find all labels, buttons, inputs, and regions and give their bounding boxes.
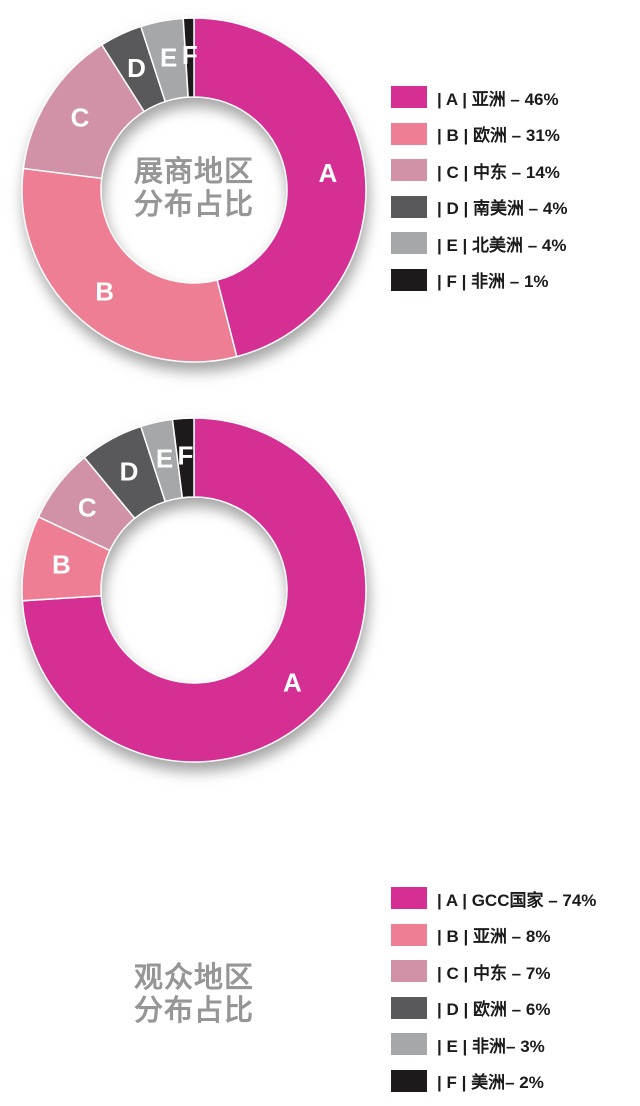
- legend-item-c: | C | 中东 – 7%: [391, 960, 631, 983]
- slice-label-e: E: [156, 443, 173, 473]
- legend-swatch-b: [391, 122, 427, 145]
- legend-label-c: | C | 中东 – 7%: [437, 963, 551, 983]
- legend-label-f: | F | 美洲– 2%: [437, 1073, 544, 1092]
- legend-item-a: | A | 亚洲 – 46%: [391, 86, 631, 109]
- legend-item-c: | C | 中东 – 14%: [391, 159, 631, 182]
- legend-swatch-b: [391, 923, 427, 946]
- slice-label-c: C: [71, 103, 90, 133]
- legend-item-d: | D | 南美洲 – 4%: [391, 195, 631, 218]
- slice-label-f: F: [182, 40, 198, 70]
- legend-swatch-a: [391, 86, 427, 108]
- slice-label-a: A: [319, 158, 338, 188]
- legend-item-d: | D | 欧洲 – 6%: [391, 996, 631, 1019]
- legend-label-a: | A | GCC国家 – 74%: [437, 890, 597, 910]
- legend-label-d: | D | 南美洲 – 4%: [437, 199, 568, 218]
- legend-item-e: | E | 非洲– 3%: [391, 1033, 631, 1056]
- exhibitor-legend: | A | 亚洲 – 46% | B | 欧洲 – 31% | C | 中东 – 1…: [391, 86, 631, 305]
- legend-swatch-d: [391, 195, 427, 218]
- visitor-legend: | A | GCC国家 – 74% | B | 亚洲 – 8% | C | 中东 –…: [391, 887, 631, 1106]
- legend-swatch-e: [391, 1033, 427, 1055]
- donut-slice-f: [182, 17, 195, 98]
- slice-label-f: F: [178, 440, 194, 470]
- slice-label-b: B: [52, 550, 71, 580]
- donut-slice-a: [21, 417, 367, 763]
- visitor-chart-title: 观众地区 分布占比: [14, 962, 374, 1028]
- legend-label-d: | D | 欧洲 – 6%: [437, 1000, 551, 1019]
- legend-label-c: | C | 中东 – 14%: [437, 162, 560, 182]
- legend-label-b: | B | 亚洲 – 8%: [437, 927, 551, 946]
- donut-slice-a: [193, 17, 367, 358]
- slice-label-d: D: [127, 53, 146, 83]
- legend-label-b: | B | 欧洲 – 31%: [437, 126, 560, 145]
- slice-label-c: C: [78, 492, 97, 522]
- legend-item-a: | A | GCC国家 – 74%: [391, 887, 631, 910]
- slice-label-a: A: [283, 667, 302, 697]
- legend-item-b: | B | 亚洲 – 8%: [391, 923, 631, 946]
- donut-slice-f: [171, 417, 195, 499]
- legend-swatch-d: [391, 996, 427, 1019]
- legend-item-b: | B | 欧洲 – 31%: [391, 122, 631, 145]
- legend-swatch-f: [391, 268, 427, 291]
- slice-label-d: D: [120, 457, 139, 487]
- visitor-title-line-1: 观众地区: [133, 962, 254, 994]
- legend-swatch-a: [391, 887, 427, 909]
- donut-svg: A B C D E F: [21, 17, 367, 363]
- legend-item-f: | F | 美洲– 2%: [391, 1069, 631, 1092]
- legend-item-e: | E | 北美洲 – 4%: [391, 232, 631, 255]
- legend-swatch-f: [391, 1069, 427, 1092]
- legend-swatch-c: [391, 960, 427, 982]
- legend-label-e: | E | 非洲– 3%: [437, 1036, 545, 1056]
- slice-label-e: E: [160, 42, 177, 72]
- donut-slice-b: [21, 167, 238, 363]
- legend-label-e: | E | 北美洲 – 4%: [437, 235, 567, 255]
- visitor-title-line-2: 分布占比: [133, 995, 254, 1027]
- legend-item-f: | F | 非洲 – 1%: [391, 268, 631, 291]
- legend-swatch-c: [391, 159, 427, 181]
- donut-svg: A BCD E F: [21, 417, 367, 763]
- slice-label-b: B: [95, 276, 114, 306]
- legend-swatch-e: [391, 232, 427, 254]
- legend-label-a: | A | 亚洲 – 46%: [437, 89, 559, 109]
- legend-label-f: | F | 非洲 – 1%: [437, 272, 549, 291]
